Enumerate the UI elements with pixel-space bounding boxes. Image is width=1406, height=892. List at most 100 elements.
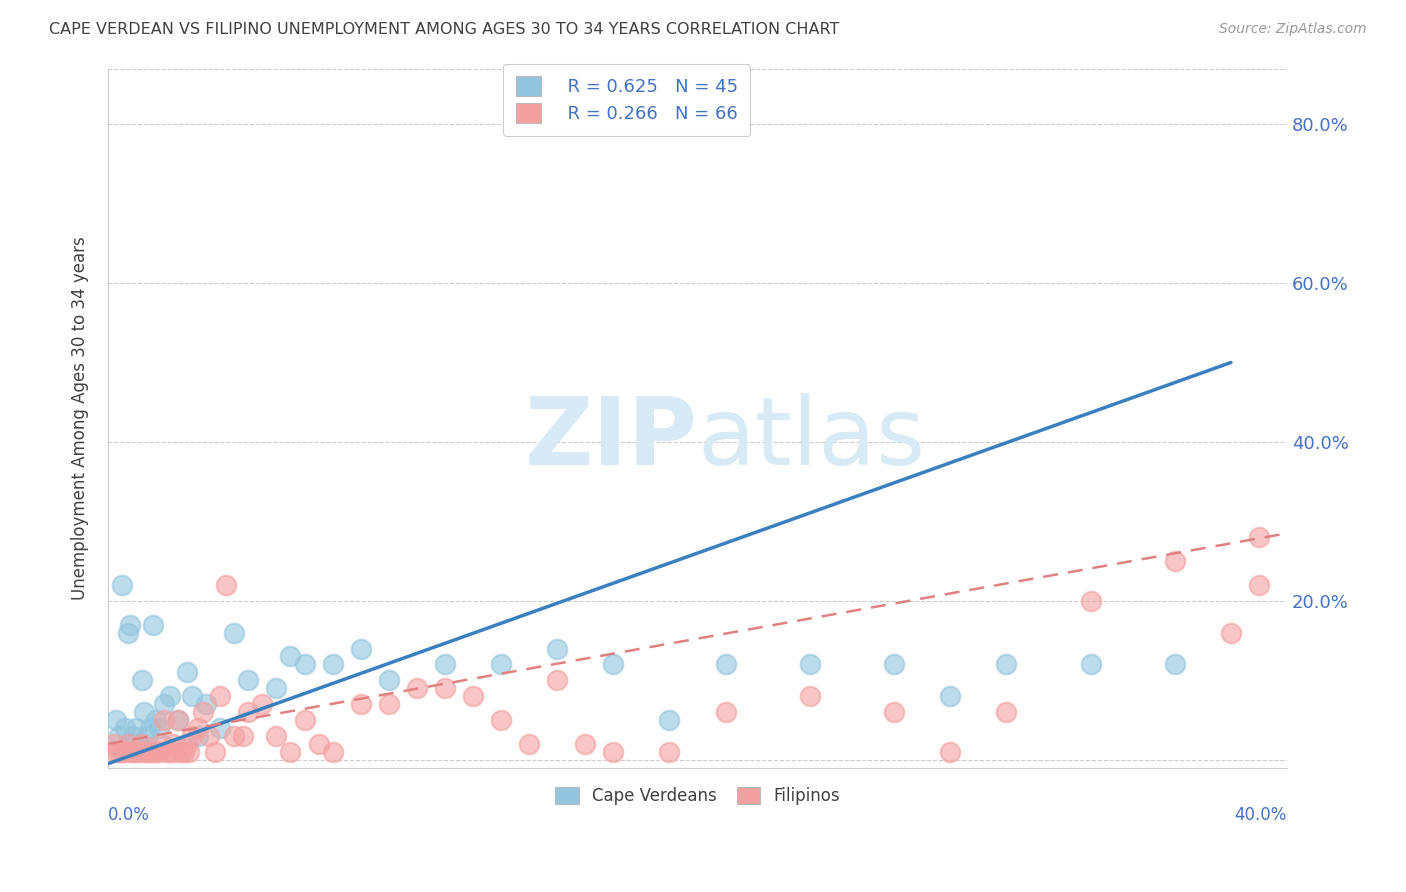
Point [131, 673, 153, 688]
Point [148, 745, 170, 759]
Text: Source: ZipAtlas.com: Source: ZipAtlas.com [1219, 22, 1367, 37]
Point [181, 689, 204, 703]
Point [939, 689, 962, 703]
Point [179, 745, 201, 759]
Point [1247, 530, 1270, 544]
Point [173, 745, 195, 759]
Point [489, 657, 512, 672]
Point [170, 745, 193, 759]
Point [136, 745, 159, 759]
Point [350, 641, 373, 656]
Point [350, 697, 373, 711]
Y-axis label: Unemployment Among Ages 30 to 34 years: Unemployment Among Ages 30 to 34 years [72, 236, 89, 600]
Point [114, 745, 136, 759]
Point [1247, 578, 1270, 592]
Point [658, 745, 681, 759]
Point [139, 745, 162, 759]
Point [145, 745, 167, 759]
Point [145, 713, 167, 727]
Point [111, 745, 134, 759]
Point [433, 681, 456, 696]
Point [142, 617, 165, 632]
Point [111, 578, 134, 592]
Point [266, 729, 288, 743]
Point [176, 665, 198, 680]
Point [308, 737, 330, 751]
Point [181, 729, 204, 743]
Point [128, 737, 150, 751]
Point [187, 729, 209, 743]
Point [139, 721, 162, 735]
Point [153, 697, 176, 711]
Point [883, 657, 905, 672]
Point [131, 737, 153, 751]
Point [461, 689, 484, 703]
Point [198, 729, 221, 743]
Point [103, 737, 125, 751]
Point [322, 657, 344, 672]
Point [122, 745, 145, 759]
Point [224, 625, 246, 640]
Text: atlas: atlas [697, 393, 925, 485]
Point [377, 697, 399, 711]
Point [266, 681, 288, 696]
Point [159, 689, 181, 703]
Point [489, 713, 512, 727]
Point [280, 745, 302, 759]
Point [995, 705, 1018, 719]
Point [165, 745, 187, 759]
Point [148, 721, 170, 735]
Point [799, 657, 821, 672]
Point [799, 689, 821, 703]
Point [125, 721, 148, 735]
Point [1164, 657, 1187, 672]
Point [433, 657, 456, 672]
Text: 40.0%: 40.0% [1234, 806, 1286, 824]
Text: 0.0%: 0.0% [108, 806, 150, 824]
Text: ZIP: ZIP [524, 393, 697, 485]
Point [238, 705, 260, 719]
Point [238, 673, 260, 688]
Point [517, 737, 540, 751]
Point [1164, 554, 1187, 568]
Point [280, 649, 302, 664]
Point [105, 713, 128, 727]
Point [658, 713, 681, 727]
Point [114, 721, 136, 735]
Point [176, 737, 198, 751]
Point [883, 705, 905, 719]
Point [224, 729, 246, 743]
Point [204, 745, 226, 759]
Point [134, 705, 156, 719]
Point [232, 729, 254, 743]
Point [142, 745, 165, 759]
Point [995, 657, 1018, 672]
Point [128, 745, 150, 759]
Point [215, 578, 238, 592]
Point [167, 713, 190, 727]
Point [939, 745, 962, 759]
Point [209, 689, 232, 703]
Point [108, 745, 131, 759]
Point [322, 745, 344, 759]
Point [117, 737, 139, 751]
Point [1080, 657, 1102, 672]
Point [159, 745, 181, 759]
Point [602, 657, 624, 672]
Point [136, 729, 159, 743]
Point [1219, 625, 1241, 640]
Point [714, 657, 737, 672]
Text: CAPE VERDEAN VS FILIPINO UNEMPLOYMENT AMONG AGES 30 TO 34 YEARS CORRELATION CHAR: CAPE VERDEAN VS FILIPINO UNEMPLOYMENT AM… [49, 22, 839, 37]
Point [105, 745, 128, 759]
Point [120, 745, 142, 759]
Point [1080, 594, 1102, 608]
Legend: Cape Verdeans, Filipinos: Cape Verdeans, Filipinos [548, 780, 846, 812]
Point [195, 697, 218, 711]
Point [294, 713, 316, 727]
Point [134, 745, 156, 759]
Point [153, 713, 176, 727]
Point [602, 745, 624, 759]
Point [574, 737, 596, 751]
Point [193, 705, 215, 719]
Point [209, 721, 232, 735]
